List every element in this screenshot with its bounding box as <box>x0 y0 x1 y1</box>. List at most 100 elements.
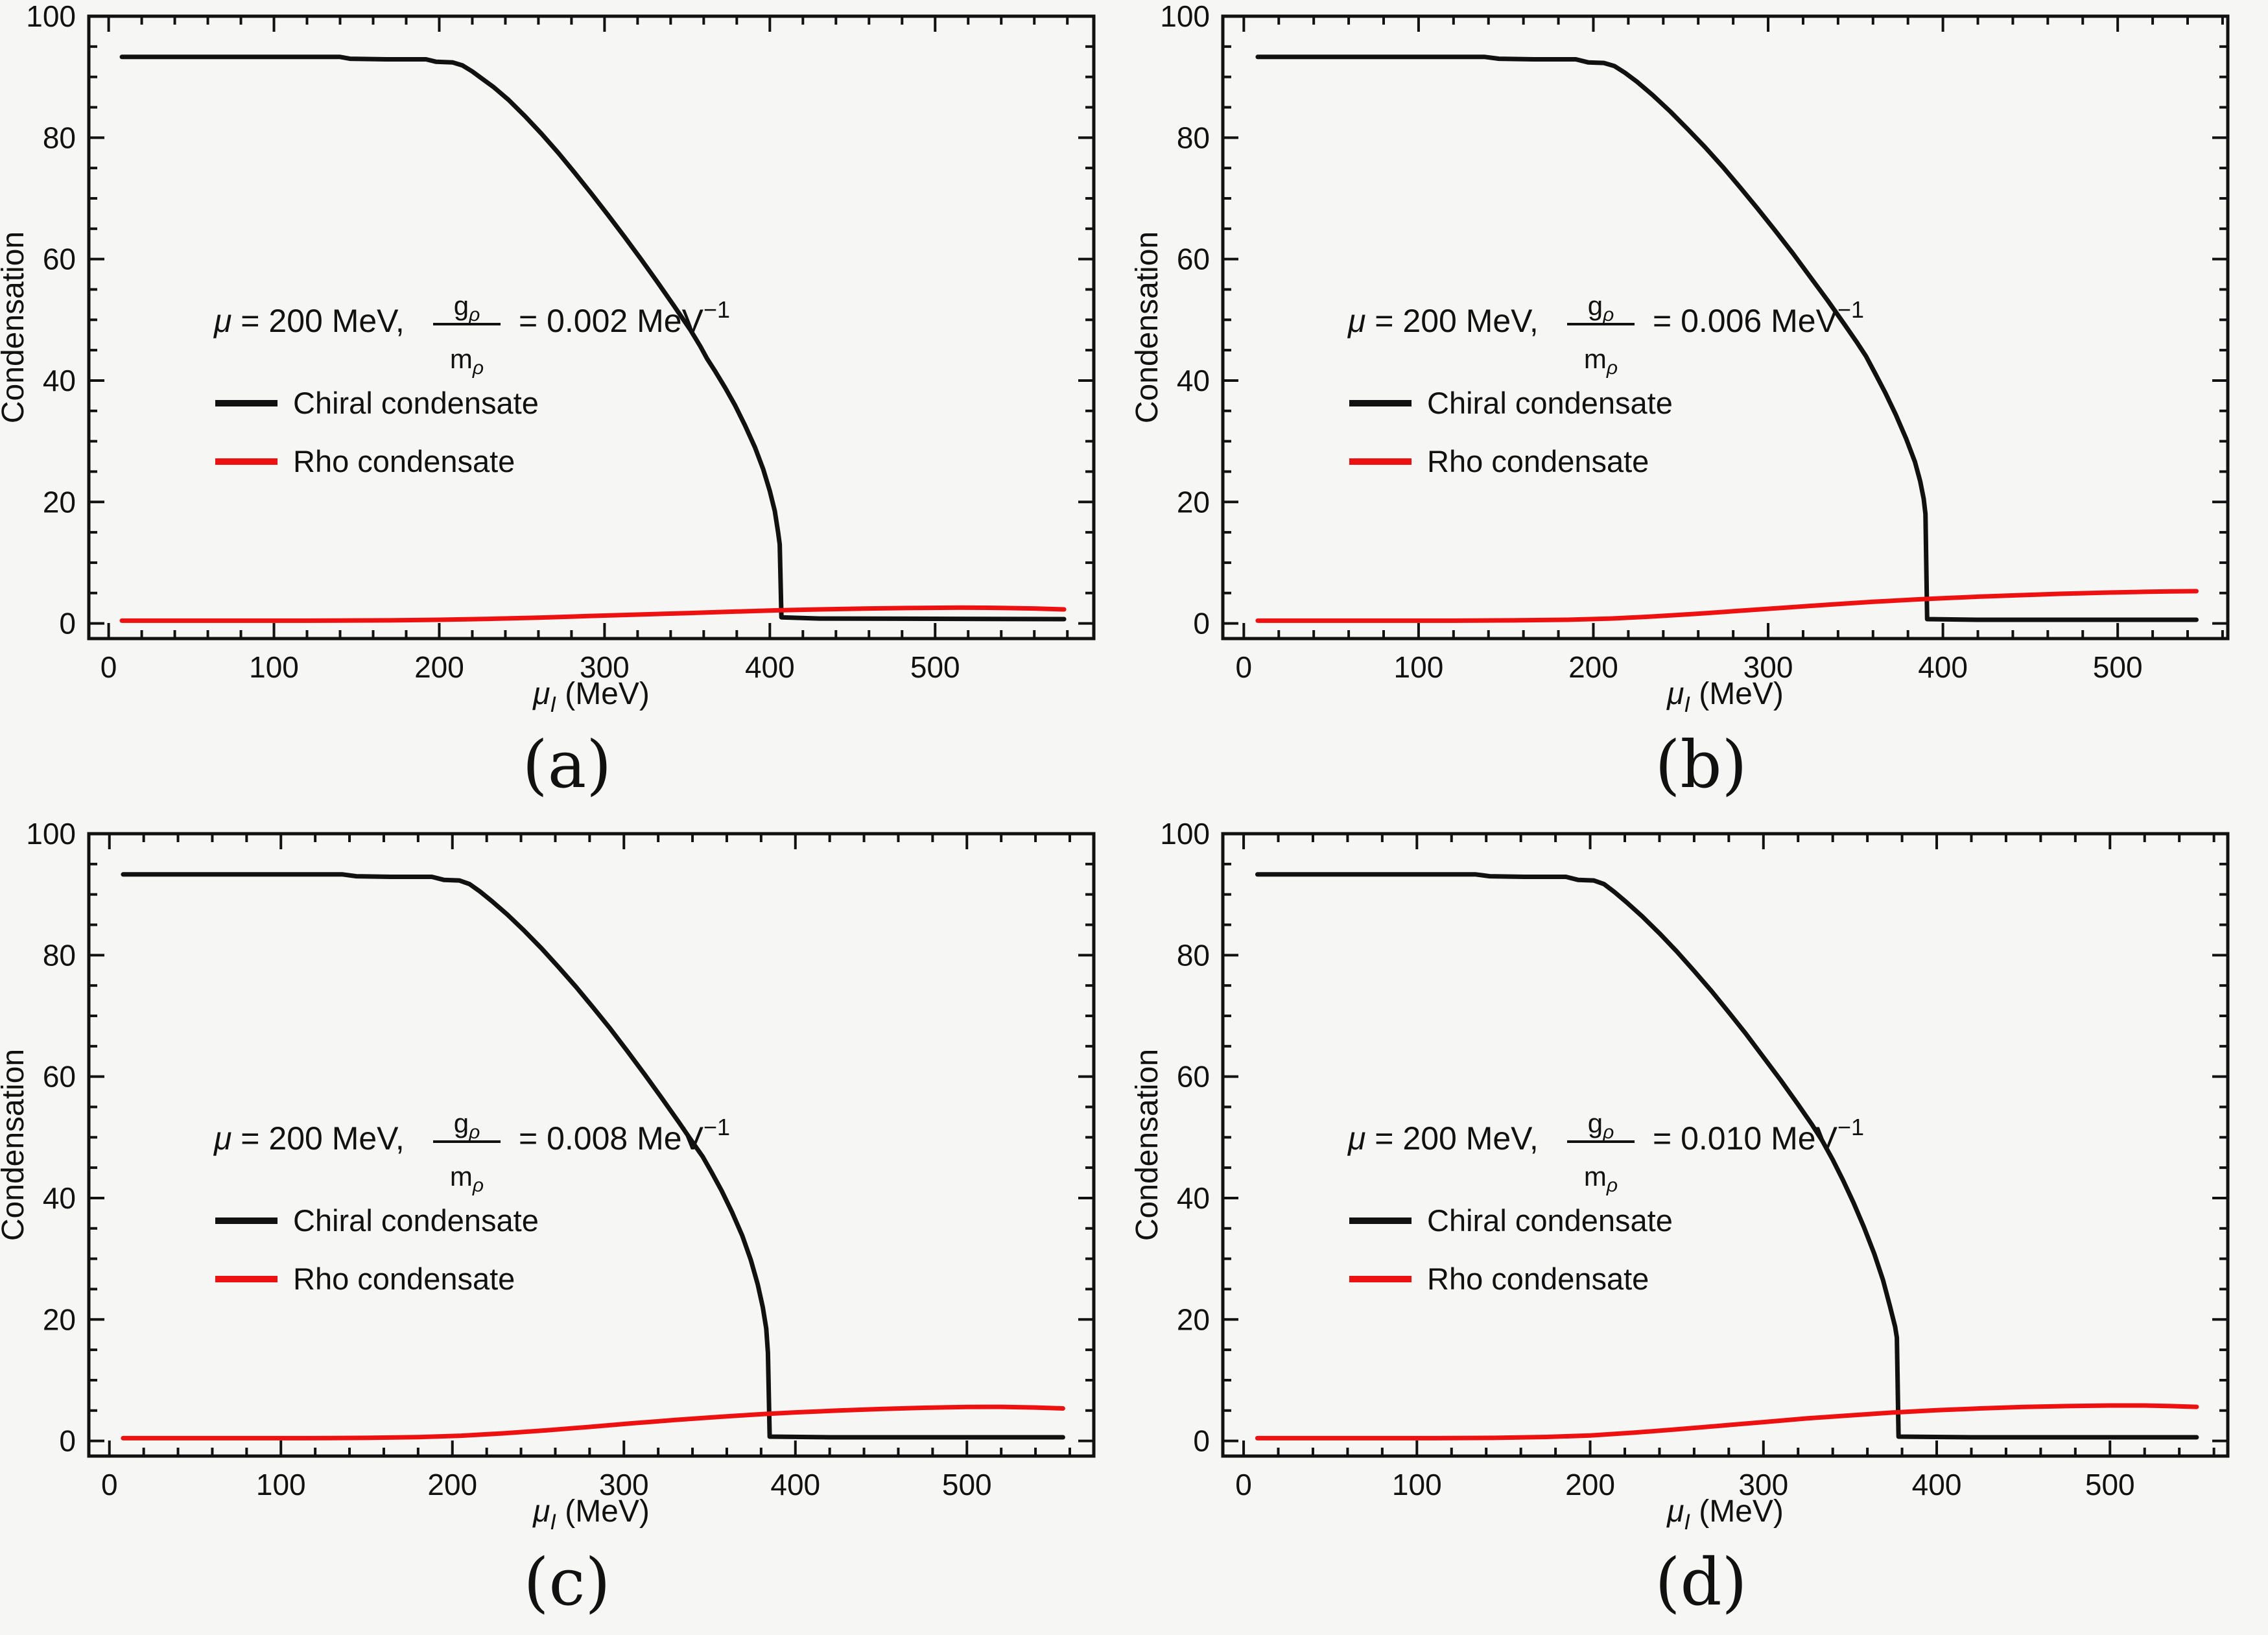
x-tick-label: 0 <box>1236 650 1253 684</box>
rho-condensate-curve <box>119 605 1067 623</box>
panel-c-plot: 0 100 200 300 400 500 0 20 40 60 80 100 μI (MeV) Cond… <box>0 818 1096 1535</box>
x-tick-label: 400 <box>745 650 795 684</box>
chiral-condensate-curve <box>1255 54 2199 622</box>
panel-c: 0 100 200 300 400 500 0 20 40 60 80 100 μI (MeV) Cond… <box>0 818 1134 1635</box>
panel-a-plot: 0 100 200 300 400 500 0 20 40 60 80 100 μI (MeV) Cond… <box>0 0 1096 717</box>
annotation-fraction-numerator: gρ <box>1588 290 1614 325</box>
parameter-annotation: μ = 200 MeV, gρ mρ = 0.010 MeV−1 <box>1347 1108 1864 1196</box>
x-axis-label: μI (MeV) <box>532 1494 650 1535</box>
annotation-mu-text: μ = 200 MeV, <box>213 303 405 339</box>
x-tick-label: 300 <box>1738 1468 1788 1501</box>
annotation-fraction-numerator: gρ <box>1588 1108 1614 1143</box>
legend-label-chiral: Chiral condensate <box>1427 1203 1673 1238</box>
y-tick-label: 60 <box>43 1060 76 1094</box>
plot-frame <box>1221 832 2230 1458</box>
legend-label-rho: Rho condensate <box>293 1262 515 1296</box>
annotation-fraction-denominator: mρ <box>1584 1161 1618 1196</box>
annotation-fraction-denominator: mρ <box>450 1161 484 1196</box>
plot-frame <box>87 832 1096 1458</box>
annotation-fraction-denominator: mρ <box>1584 344 1618 379</box>
panel-b-plot: 0 100 200 300 400 500 0 20 40 60 80 100 μI (MeV) Cond… <box>1134 0 2230 717</box>
y-tick-label: 80 <box>1177 938 1210 972</box>
y-tick-label: 40 <box>43 364 76 397</box>
x-tick-label: 300 <box>599 1468 649 1501</box>
y-axis-label: Condensation <box>1134 1049 1164 1241</box>
panel-d: 0 100 200 300 400 500 0 20 40 60 80 100 μI (MeV) Cond… <box>1134 818 2268 1635</box>
annotation-value-text: = 0.008 MeV−1 <box>519 1114 730 1157</box>
chiral-condensate-curve <box>119 54 1067 622</box>
y-tick-label: 80 <box>43 121 76 154</box>
y-tick-label: 0 <box>59 1424 76 1458</box>
y-tick-label: 60 <box>43 242 76 276</box>
y-tick-label: 40 <box>1177 1181 1210 1215</box>
x-tick-label: 300 <box>1743 650 1793 684</box>
x-tick-label: 500 <box>942 1468 992 1501</box>
panel-d-plot: 0 100 200 300 400 500 0 20 40 60 80 100 μI (MeV) Cond… <box>1134 818 2230 1535</box>
legend: Chiral condensate Rho condensate <box>215 386 539 478</box>
x-tick-label: 0 <box>100 650 117 684</box>
y-tick-label: 100 <box>26 818 76 851</box>
x-axis-ticks <box>1242 834 2215 1456</box>
x-tick-label: 200 <box>427 1468 477 1501</box>
y-tick-label: 20 <box>43 1302 76 1336</box>
y-tick-label: 60 <box>1177 242 1210 276</box>
legend-label-rho: Rho condensate <box>293 444 515 478</box>
panel-b-caption: (b) <box>1655 727 1747 803</box>
panel-c-caption: (c) <box>523 1544 611 1620</box>
x-tick-label: 200 <box>1568 650 1618 684</box>
y-tick-label: 60 <box>1177 1060 1210 1094</box>
y-axis-label: Condensation <box>0 231 30 423</box>
x-tick-label: 500 <box>2085 1468 2135 1501</box>
x-tick-label: 100 <box>256 1468 306 1501</box>
x-tick-label: 100 <box>249 650 299 684</box>
y-axis-label: Condensation <box>1134 231 1164 423</box>
chiral-condensate-curve <box>1255 872 2199 1440</box>
panel-a-caption: (a) <box>522 727 612 803</box>
legend-label-chiral: Chiral condensate <box>293 1203 539 1238</box>
x-tick-label: 500 <box>910 650 960 684</box>
y-tick-label: 0 <box>59 607 76 641</box>
y-axis-label: Condensation <box>0 1049 30 1241</box>
rho-condensate-curve <box>121 1404 1065 1441</box>
y-tick-label: 40 <box>43 1181 76 1215</box>
chiral-condensate-curve <box>121 872 1065 1440</box>
annotation-mu-text: μ = 200 MeV, <box>1347 1120 1539 1157</box>
panel-b: 0 100 200 300 400 500 0 20 40 60 80 100 μI (MeV) Cond… <box>1134 0 2268 818</box>
legend-label-rho: Rho condensate <box>1427 1262 1649 1296</box>
annotation-fraction-denominator: mρ <box>450 344 484 379</box>
x-axis-label: μI (MeV) <box>1666 1494 1784 1535</box>
annotation-value-text: = 0.010 MeV−1 <box>1653 1114 1864 1157</box>
y-tick-label: 100 <box>26 0 76 33</box>
legend: Chiral condensate Rho condensate <box>1349 386 1673 478</box>
y-tick-label: 20 <box>1177 485 1210 519</box>
legend: Chiral condensate Rho condensate <box>215 1203 539 1296</box>
legend-label-chiral: Chiral condensate <box>1427 386 1673 420</box>
y-tick-label: 100 <box>1160 0 1210 33</box>
annotation-value-text: = 0.006 MeV−1 <box>1653 296 1864 339</box>
y-tick-label: 0 <box>1193 1424 1210 1458</box>
x-tick-label: 400 <box>770 1468 820 1501</box>
panel-d-caption: (d) <box>1655 1544 1747 1620</box>
annotation-mu-text: μ = 200 MeV, <box>213 1120 405 1157</box>
y-tick-label: 20 <box>43 485 76 519</box>
plot-frame <box>87 14 1096 641</box>
x-tick-label: 100 <box>1394 650 1444 684</box>
y-tick-label: 80 <box>1177 121 1210 154</box>
y-tick-label: 20 <box>1177 1302 1210 1336</box>
x-axis-label: μI (MeV) <box>532 677 650 717</box>
y-tick-label: 0 <box>1193 607 1210 641</box>
x-axis-label: μI (MeV) <box>1666 677 1784 717</box>
annotation-value-text: = 0.002 MeV−1 <box>519 296 730 339</box>
parameter-annotation: μ = 200 MeV, gρ mρ = 0.002 MeV−1 <box>213 290 730 379</box>
legend-label-chiral: Chiral condensate <box>293 386 539 420</box>
x-tick-label: 200 <box>414 650 464 684</box>
plot-frame <box>1221 14 2230 641</box>
legend: Chiral condensate Rho condensate <box>1349 1203 1673 1296</box>
y-tick-label: 40 <box>1177 364 1210 397</box>
rho-condensate-curve <box>1255 1403 2199 1441</box>
rho-condensate-curve <box>1255 589 2199 623</box>
legend-label-rho: Rho condensate <box>1427 444 1649 478</box>
annotation-fraction-numerator: gρ <box>454 290 480 325</box>
annotation-mu-text: μ = 200 MeV, <box>1347 303 1539 339</box>
